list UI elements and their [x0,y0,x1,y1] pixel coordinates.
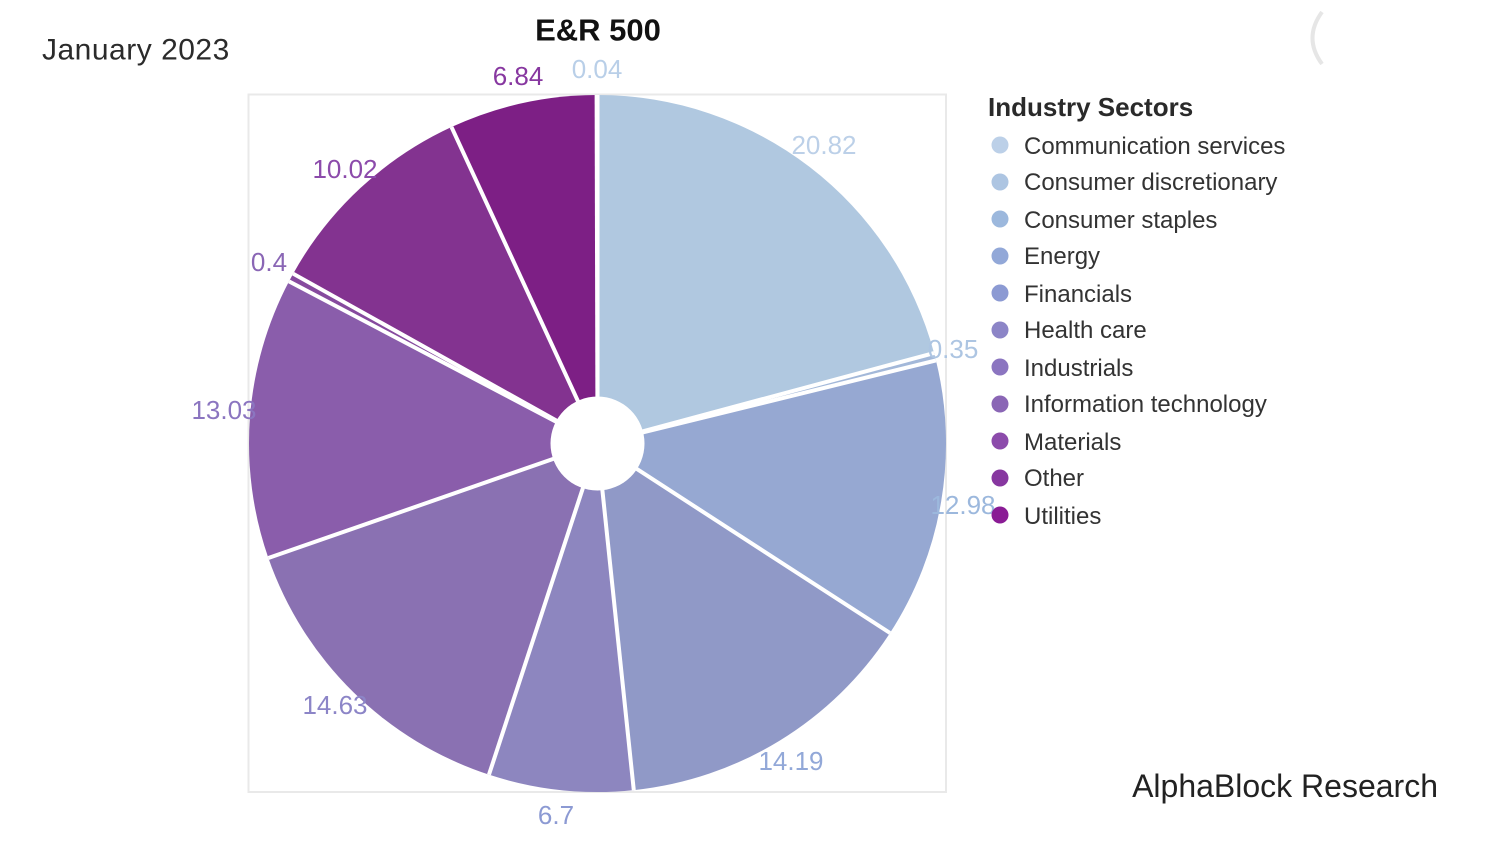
svg-text:13.03: 13.03 [191,395,256,425]
svg-text:E&R 500: E&R 500 [535,13,661,48]
svg-text:0.4: 0.4 [251,247,287,277]
svg-text:0.04: 0.04 [572,54,623,84]
svg-text:Materials: Materials [1024,429,1121,456]
svg-text:6.84: 6.84 [493,61,544,91]
svg-text:10.02: 10.02 [312,154,377,184]
svg-text:6.7: 6.7 [538,800,574,830]
svg-text:January 2023: January 2023 [42,34,230,67]
svg-text:AlphaBlock Research: AlphaBlock Research [1132,768,1438,804]
svg-text:Utilities: Utilities [1024,503,1101,530]
svg-text:Other: Other [1024,465,1084,492]
svg-text:14.63: 14.63 [302,690,367,720]
svg-text:Communication services: Communication services [1024,133,1285,160]
svg-text:12.98: 12.98 [930,490,995,520]
svg-text:0.35: 0.35 [928,334,979,364]
svg-text:Financials: Financials [1024,281,1132,308]
svg-text:Energy: Energy [1024,243,1100,270]
svg-text:Consumer discretionary: Consumer discretionary [1024,169,1277,196]
svg-text:Industry Sectors: Industry Sectors [988,92,1193,122]
svg-text:14.19: 14.19 [758,746,823,776]
svg-text:Health care: Health care [1024,317,1147,344]
svg-text:20.82: 20.82 [791,130,856,160]
svg-text:Industrials: Industrials [1024,355,1133,382]
svg-text:Information technology: Information technology [1024,391,1267,418]
svg-text:Consumer staples: Consumer staples [1024,207,1217,234]
